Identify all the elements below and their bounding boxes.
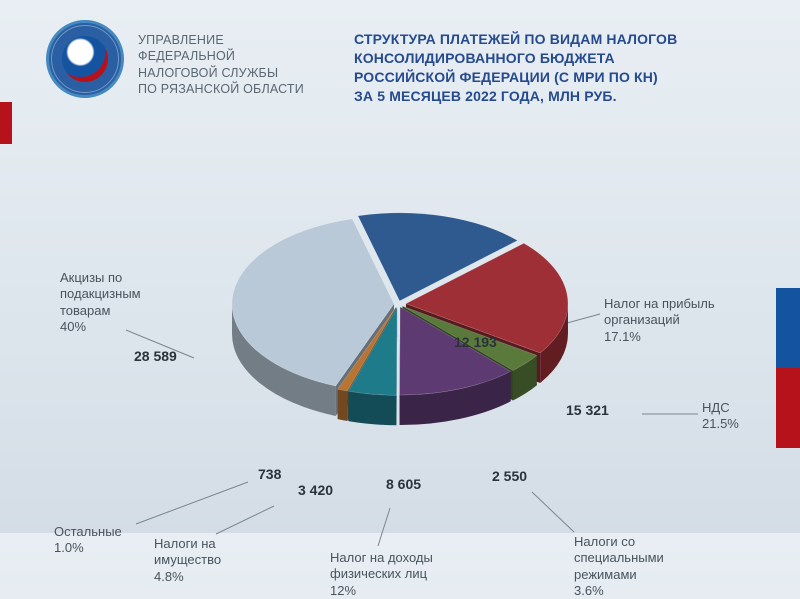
label-special: Налоги соспециальнымирежимами3.6% bbox=[574, 534, 664, 599]
value-vat: 15 321 bbox=[566, 402, 609, 418]
header: УПРАВЛЕНИЕ ФЕДЕРАЛЬНОЙ НАЛОГОВОЙ СЛУЖБЫ … bbox=[0, 0, 800, 114]
slice-side-other bbox=[338, 389, 348, 421]
label-vat: НДС21.5% bbox=[702, 400, 739, 433]
leader-line-5 bbox=[136, 482, 248, 524]
title-line-3: РОССИЙСКОЙ ФЕДЕРАЦИИ (С МРИ ПО КН) bbox=[354, 68, 677, 87]
chart-title: СТРУКТУРА ПЛАТЕЖЕЙ ПО ВИДАМ НАЛОГОВ КОНС… bbox=[354, 20, 677, 106]
leader-line-4 bbox=[216, 506, 274, 534]
title-line-1: СТРУКТУРА ПЛАТЕЖЕЙ ПО ВИДАМ НАЛОГОВ bbox=[354, 30, 677, 49]
title-line-2: КОНСОЛИДИРОВАННОГО БЮДЖЕТА bbox=[354, 49, 677, 68]
org-line-2: НАЛОГОВОЙ СЛУЖБЫ bbox=[138, 65, 318, 81]
value-property: 3 420 bbox=[298, 482, 333, 498]
value-other: 738 bbox=[258, 466, 281, 482]
label-other: Остальные1.0% bbox=[54, 524, 122, 557]
label-property: Налоги наимущество4.8% bbox=[154, 536, 221, 585]
leader-line-2 bbox=[532, 492, 574, 532]
pie-chart-3d: Налог на прибыльорганизаций17.1% 12 193 НД… bbox=[0, 130, 800, 530]
org-line-3: ПО РЯЗАНСКОЙ ОБЛАСТИ bbox=[138, 81, 318, 97]
label-profit: Налог на прибыльорганизаций17.1% bbox=[604, 296, 715, 345]
value-ndfl: 8 605 bbox=[386, 476, 421, 492]
slice-side-property bbox=[348, 391, 396, 425]
value-special: 2 550 bbox=[492, 468, 527, 484]
org-line-1: УПРАВЛЕНИЕ ФЕДЕРАЛЬНОЙ bbox=[138, 32, 318, 65]
value-excise: 28 589 bbox=[134, 348, 177, 364]
fns-logo bbox=[46, 20, 124, 98]
leader-line-3 bbox=[378, 508, 390, 546]
title-line-4: ЗА 5 МЕСЯЦЕВ 2022 ГОДА, МЛН РУБ. bbox=[354, 87, 677, 106]
label-ndfl: Налог на доходыфизических лиц12% bbox=[330, 550, 433, 599]
value-profit: 12 193 bbox=[454, 334, 497, 350]
organization-name: УПРАВЛЕНИЕ ФЕДЕРАЛЬНОЙ НАЛОГОВОЙ СЛУЖБЫ … bbox=[138, 20, 318, 97]
pie-svg bbox=[238, 204, 558, 464]
label-excise: Акцизы поподакцизнымтоварам40% bbox=[60, 270, 141, 335]
